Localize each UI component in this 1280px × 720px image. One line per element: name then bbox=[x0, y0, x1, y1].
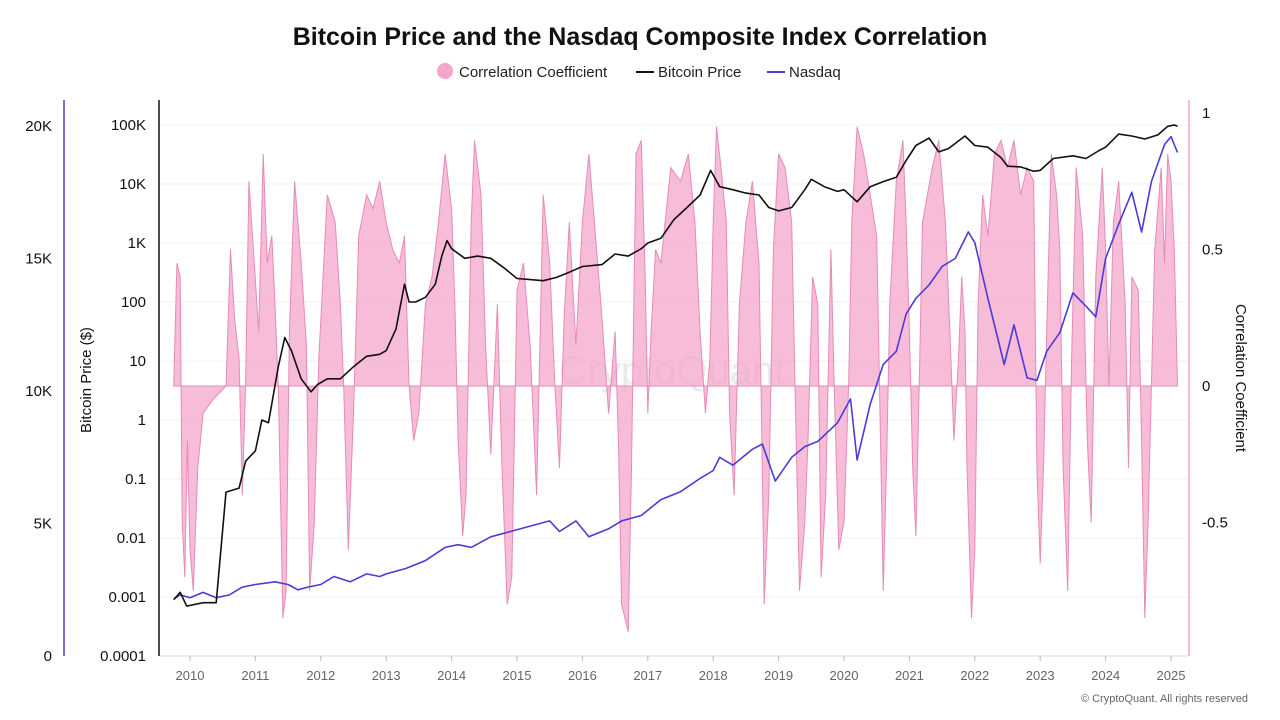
x-tick-label: 2014 bbox=[437, 668, 466, 683]
x-tick-label: 2015 bbox=[503, 668, 532, 683]
nasdaq-tick-label: 0 bbox=[44, 648, 52, 665]
x-tick-label: 2010 bbox=[176, 668, 205, 683]
correlation-axis-title: Correlation Coefficient bbox=[1232, 304, 1249, 453]
legend-label-1: Bitcoin Price bbox=[658, 64, 741, 81]
btc-tick-label: 100 bbox=[121, 294, 146, 311]
bitcoin-price-line bbox=[173, 124, 1178, 607]
btc-tick-label: 0.01 bbox=[117, 530, 146, 547]
btc-tick-label: 10K bbox=[119, 176, 146, 193]
nasdaq-tick-label: 15K bbox=[25, 251, 52, 268]
correlation-tick-label: 0 bbox=[1202, 378, 1210, 395]
x-tick-label: 2012 bbox=[306, 668, 335, 683]
btc-tick-label: 0.001 bbox=[108, 589, 146, 606]
correlation-tick-label: 1 bbox=[1202, 105, 1210, 122]
x-tick-label: 2019 bbox=[764, 668, 793, 683]
x-tick-label: 2011 bbox=[241, 668, 269, 683]
btc-tick-label: 0.0001 bbox=[100, 648, 146, 665]
x-tick-label: 2023 bbox=[1026, 668, 1055, 683]
x-tick-label: 2020 bbox=[830, 668, 859, 683]
legend-marker-correlation bbox=[437, 63, 453, 79]
btc-axis-title: Bitcoin Price ($) bbox=[78, 327, 95, 433]
legend-label-correlation: Correlation Coefficient bbox=[459, 64, 608, 81]
x-tick-label: 2018 bbox=[699, 668, 728, 683]
legend-label-2: Nasdaq bbox=[789, 64, 841, 81]
correlation-area bbox=[173, 126, 1179, 632]
x-tick-label: 2025 bbox=[1157, 668, 1186, 683]
btc-tick-label: 0.1 bbox=[125, 471, 146, 488]
btc-tick-label: 10 bbox=[129, 353, 146, 370]
chart-title: Bitcoin Price and the Nasdaq Composite I… bbox=[293, 23, 988, 51]
nasdaq-line bbox=[173, 135, 1179, 600]
credit-text: © CryptoQuant. All rights reserved bbox=[1081, 693, 1248, 705]
nasdaq-tick-label: 10K bbox=[25, 383, 52, 400]
correlation-tick-label: 0.5 bbox=[1202, 242, 1223, 259]
x-tick-label: 2024 bbox=[1091, 668, 1120, 683]
btc-tick-label: 1K bbox=[128, 235, 146, 252]
nasdaq-tick-label: 5K bbox=[34, 516, 52, 533]
x-tick-label: 2016 bbox=[568, 668, 597, 683]
x-tick-label: 2022 bbox=[960, 668, 989, 683]
btc-tick-label: 1 bbox=[138, 412, 146, 429]
x-tick-label: 2021 bbox=[895, 668, 924, 683]
correlation-tick-label: -0.5 bbox=[1202, 515, 1228, 532]
x-tick-label: 2017 bbox=[633, 668, 662, 683]
x-tick-label: 2013 bbox=[372, 668, 401, 683]
nasdaq-tick-label: 20K bbox=[25, 118, 52, 135]
btc-tick-label: 100K bbox=[111, 117, 146, 134]
